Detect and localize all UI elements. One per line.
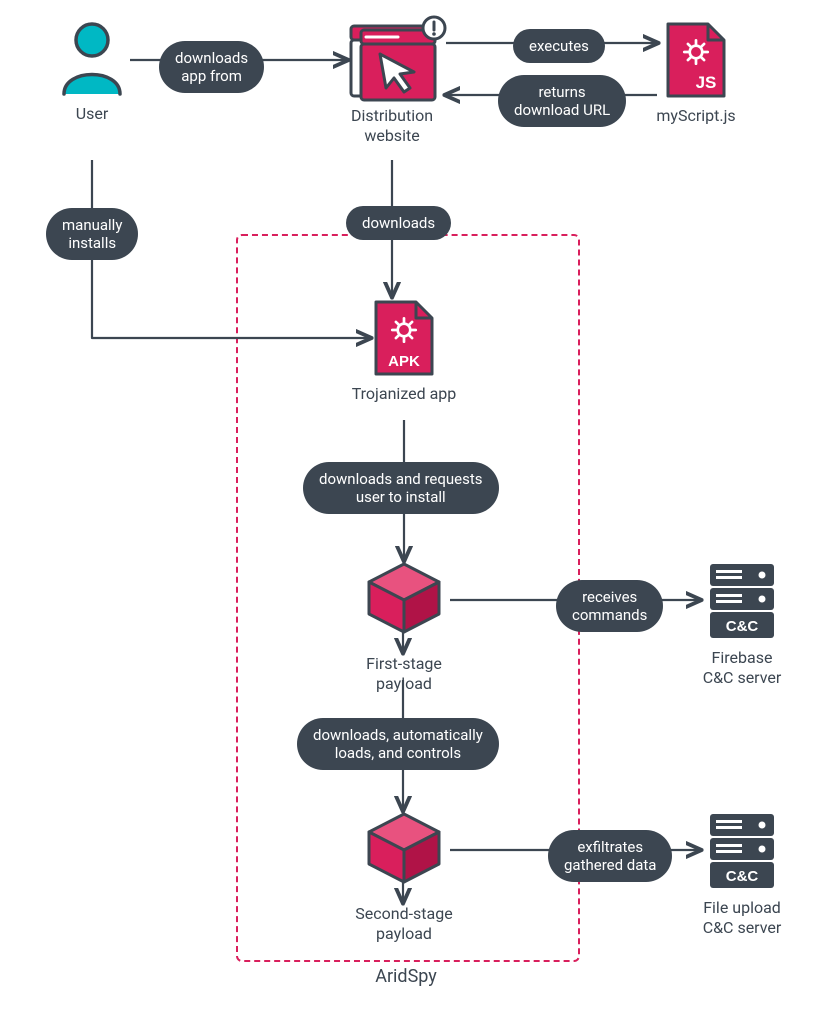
pill-line1: manually — [62, 216, 122, 234]
script-label: myScript.js — [636, 106, 756, 126]
pill-line1: executes — [529, 37, 589, 55]
upload-server-icon: C&C — [706, 810, 778, 892]
first-stage-label: First-stage payload — [324, 654, 484, 694]
firebase-label-line1: Firebase — [712, 648, 773, 667]
pill-line2: download URL — [514, 101, 610, 119]
script-file-icon: JS — [664, 20, 728, 100]
pill-receives: receives commands — [556, 580, 663, 632]
svg-text:JS: JS — [696, 73, 717, 92]
pill-downloads: downloads — [346, 206, 451, 240]
pill-line1: exfiltrates — [577, 838, 643, 856]
apk-file-icon: APK — [372, 298, 436, 378]
svg-text:C&C: C&C — [726, 868, 759, 885]
second-stage-label: Second-stage payload — [324, 904, 484, 944]
dist-label-line2: website — [364, 126, 419, 145]
apk-label: Trojanized app — [324, 384, 484, 404]
distribution-website-icon — [348, 18, 444, 104]
upload-label-line1: File upload — [703, 898, 781, 917]
dist-label-line1: Distribution — [351, 106, 433, 125]
pill-manually: manually installs — [46, 208, 138, 260]
second-stage-cube-icon — [363, 810, 445, 886]
pill-downloads-app: downloads app from — [159, 41, 264, 93]
second-label-line2: payload — [376, 924, 432, 943]
user-label: User — [42, 104, 142, 124]
pill-line1: downloads and requests — [319, 470, 483, 488]
second-label-line1: Second-stage — [355, 904, 452, 923]
pill-line2: installs — [68, 234, 116, 252]
first-label-line2: payload — [376, 674, 432, 693]
pill-line1: downloads — [175, 49, 248, 67]
pill-line1: returns — [538, 83, 585, 101]
firebase-server-icon: C&C — [706, 560, 778, 642]
firebase-label: Firebase C&C server — [672, 648, 812, 688]
pill-executes: executes — [513, 29, 605, 63]
pill-line2: loads, and controls — [335, 744, 461, 762]
svg-text:C&C: C&C — [726, 618, 759, 635]
svg-text:APK: APK — [388, 353, 420, 370]
first-stage-cube-icon — [363, 560, 445, 636]
first-label-line1: First-stage — [366, 654, 442, 673]
upload-label: File upload C&C server — [672, 898, 812, 938]
pill-line1: downloads — [362, 214, 435, 232]
pill-dl-auto: downloads, automatically loads, and cont… — [297, 718, 499, 770]
pill-line2: gathered data — [564, 856, 656, 874]
pill-line1: receives — [582, 588, 637, 606]
pill-returns: returns download URL — [498, 75, 626, 127]
upload-label-line2: C&C server — [703, 918, 782, 937]
firebase-label-line2: C&C server — [703, 668, 782, 687]
distribution-website-label: Distribution website — [332, 106, 452, 146]
pill-line2: app from — [181, 67, 242, 85]
pill-exfil: exfiltrates gathered data — [548, 830, 672, 882]
user-icon — [58, 20, 126, 98]
pill-line1: downloads, automatically — [313, 726, 483, 744]
pill-line2: user to install — [356, 488, 446, 506]
pill-line2: commands — [572, 606, 647, 624]
pill-dl-requests: downloads and requests user to install — [303, 462, 499, 514]
